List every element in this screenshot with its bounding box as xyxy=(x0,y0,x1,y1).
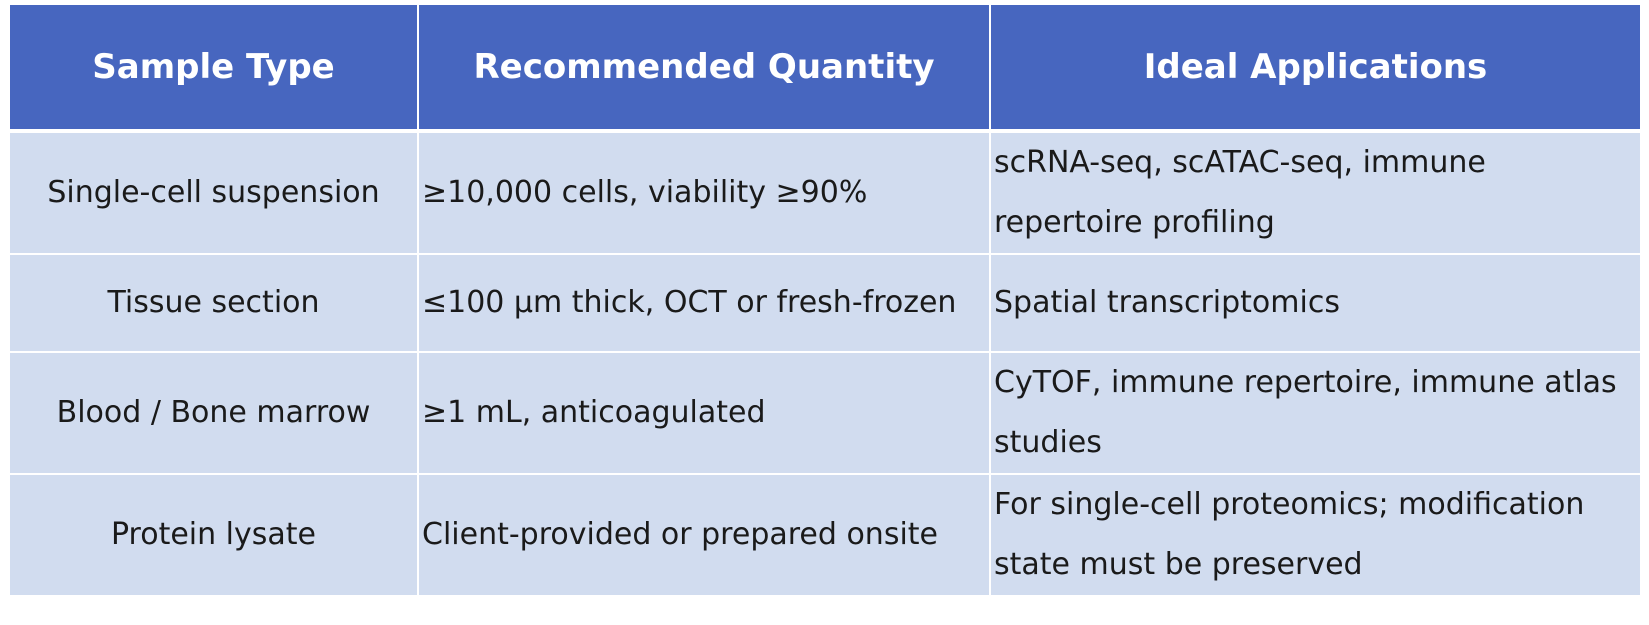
table-body: Single-cell suspension ≥10,000 cells, vi… xyxy=(10,131,1640,595)
table-row: Single-cell suspension ≥10,000 cells, vi… xyxy=(10,131,1640,255)
cell-sample-type: Blood / Bone marrow xyxy=(10,352,419,475)
cell-recommended-quantity: ≤100 μm thick, OCT or fresh-frozen xyxy=(418,254,991,353)
header-row: Sample Type Recommended Quantity Ideal A… xyxy=(10,5,1640,133)
cell-ideal-applications: CyTOF, immune repertoire, immune atlas s… xyxy=(990,352,1640,475)
header-ideal-applications: Ideal Applications xyxy=(990,5,1640,133)
table-row: Blood / Bone marrow ≥1 mL, anticoagulate… xyxy=(10,352,1640,475)
sample-requirements-table: Sample Type Recommended Quantity Ideal A… xyxy=(10,5,1640,595)
cell-sample-type: Single-cell suspension xyxy=(10,131,419,255)
cell-sample-type: Tissue section xyxy=(10,254,419,353)
table-header: Sample Type Recommended Quantity Ideal A… xyxy=(10,5,1640,133)
table-row: Tissue section ≤100 μm thick, OCT or fre… xyxy=(10,254,1640,353)
cell-ideal-applications: scRNA-seq, scATAC-seq, immune repertoire… xyxy=(990,131,1640,255)
cell-ideal-applications: For single-cell proteomics; modification… xyxy=(990,474,1640,595)
table-row: Protein lysate Client-provided or prepar… xyxy=(10,474,1640,595)
cell-ideal-applications: Spatial transcriptomics xyxy=(990,254,1640,353)
sample-requirements-table-container: Sample Type Recommended Quantity Ideal A… xyxy=(10,5,1640,616)
header-recommended-quantity: Recommended Quantity xyxy=(418,5,991,133)
cell-recommended-quantity: ≥10,000 cells, viability ≥90% xyxy=(418,131,991,255)
cell-sample-type: Protein lysate xyxy=(10,474,419,595)
cell-recommended-quantity: Client-provided or prepared onsite xyxy=(418,474,991,595)
cell-recommended-quantity: ≥1 mL, anticoagulated xyxy=(418,352,991,475)
header-sample-type: Sample Type xyxy=(10,5,419,133)
